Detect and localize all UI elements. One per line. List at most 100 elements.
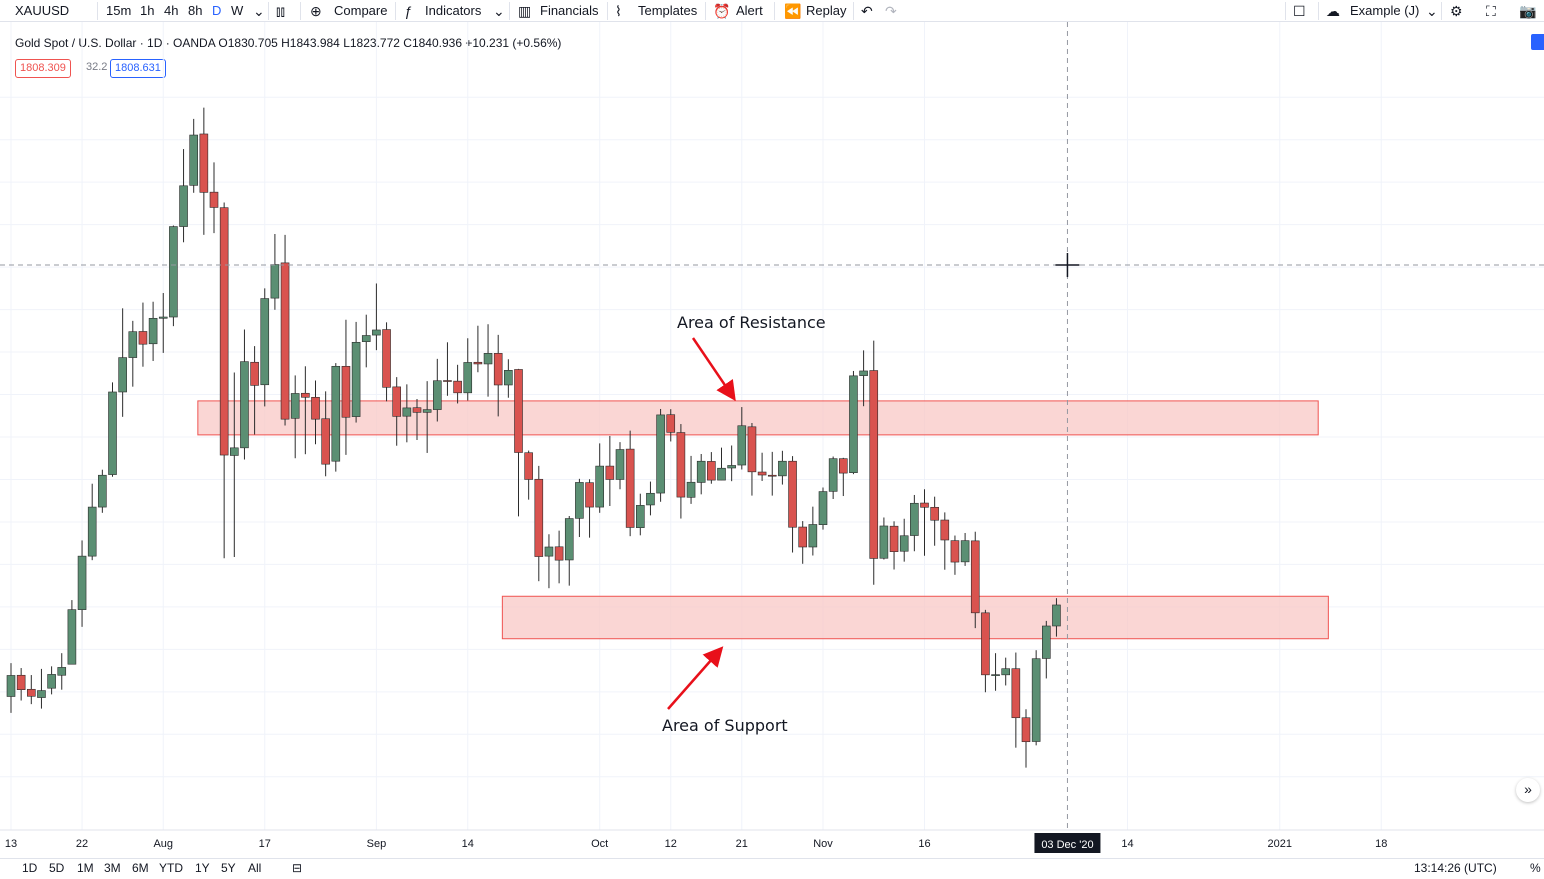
toolbar-divider <box>1285 2 1286 20</box>
range-3m[interactable]: 3M <box>104 861 121 875</box>
redo-icon[interactable]: ↷ <box>885 3 897 19</box>
candle <box>788 456 797 553</box>
templates-button[interactable]: Templates <box>638 3 698 18</box>
candle <box>960 532 970 566</box>
candle-body-down <box>970 540 980 614</box>
candle <box>544 534 554 589</box>
candle-body-up <box>818 491 828 526</box>
candle <box>341 319 351 455</box>
candle-body-down <box>707 461 716 481</box>
candle <box>991 653 1000 691</box>
candle-body-up <box>189 134 198 186</box>
rewind-icon[interactable]: ⏪ <box>784 3 802 19</box>
candle <box>290 375 300 459</box>
candle <box>757 452 767 481</box>
candle-body-up <box>991 674 1000 676</box>
candle-body-up <box>169 226 178 318</box>
candle <box>37 668 46 709</box>
interval-8h[interactable]: 8h <box>188 3 203 18</box>
chevron-down-icon[interactable]: ⌄ <box>1426 3 1438 19</box>
time-axis-label: 12 <box>665 838 677 850</box>
range-6m[interactable]: 6M <box>132 861 149 875</box>
price-chart[interactable]: 03 Dec '20 13 22 Aug 17 Sep 14 Oct 12 21 Nov 16 14 2… <box>0 22 1544 858</box>
alert-button[interactable]: Alert <box>736 3 763 18</box>
candle <box>737 407 747 470</box>
templates-icon[interactable]: ⌇ <box>615 3 622 19</box>
function-icon[interactable]: ƒ <box>404 3 412 19</box>
time-axis-label: Oct <box>591 838 608 850</box>
candle <box>717 447 726 481</box>
financials-icon[interactable]: ▥ <box>518 3 532 19</box>
candle-body-down <box>585 482 594 508</box>
layout-name-button[interactable]: Example (J) <box>1350 3 1420 18</box>
candle-body-up <box>87 506 97 557</box>
candle-body-down <box>930 506 939 521</box>
candle-body-down <box>280 262 290 420</box>
compare-button[interactable]: Compare <box>334 3 388 18</box>
candle <box>798 521 808 564</box>
ohlc-close: C1840.936 <box>403 36 462 50</box>
symbol-search[interactable]: XAUUSD <box>15 3 70 18</box>
range-1m[interactable]: 1M <box>77 861 94 875</box>
toolbar-divider <box>705 2 706 20</box>
price-scale-tag[interactable] <box>1531 34 1544 50</box>
interval-w[interactable]: W <box>231 3 244 18</box>
candle <box>514 368 523 517</box>
financials-button[interactable]: Financials <box>540 3 599 18</box>
candle <box>47 666 56 695</box>
camera-icon[interactable]: 📷 <box>1519 3 1537 19</box>
checkbox-square-icon[interactable]: ☐ <box>1293 3 1306 19</box>
replay-button[interactable]: Replay <box>806 3 847 18</box>
time-axis-label: Sep <box>367 838 387 850</box>
candle <box>128 320 138 387</box>
fullscreen-icon[interactable]: ⛶ <box>1486 3 1496 19</box>
utc-clock[interactable]: 13:14:26 (UTC) <box>1414 861 1497 875</box>
candle <box>250 346 259 435</box>
range-5d[interactable]: 5D <box>49 861 65 875</box>
interval-1h[interactable]: 1h <box>140 3 155 18</box>
interval-d[interactable]: D <box>212 3 222 18</box>
candle-body-up <box>270 264 280 299</box>
candle-body-up <box>463 362 473 394</box>
candle-body-down <box>250 361 259 386</box>
chevron-down-icon[interactable]: ⌄ <box>253 3 265 19</box>
candle-body-up <box>108 391 117 475</box>
candles-icon[interactable]: ⫾⫾ <box>276 3 285 19</box>
candle-body-down <box>392 386 402 417</box>
cloud-icon[interactable]: ☁ <box>1326 3 1340 19</box>
candle-body-up <box>504 370 513 386</box>
candle <box>666 409 676 442</box>
candle-body-up <box>778 460 787 477</box>
candle <box>67 600 77 665</box>
interval-4h[interactable]: 4h <box>164 3 179 18</box>
candle-body-down <box>1011 668 1021 719</box>
candle-body-down <box>798 526 808 548</box>
candle <box>1031 650 1041 746</box>
candle <box>321 391 330 477</box>
scroll-to-realtime-button[interactable]: » <box>1516 778 1540 802</box>
undo-icon[interactable]: ↶ <box>861 3 873 19</box>
range-ytd[interactable]: YTD <box>159 861 183 875</box>
percent-toggle[interactable]: % <box>1530 861 1541 875</box>
chevron-down-icon[interactable]: ⌄ <box>493 3 505 19</box>
gear-icon[interactable]: ⚙ <box>1450 3 1463 19</box>
goto-date-icon[interactable]: ⊟ <box>292 861 303 875</box>
candle <box>818 487 828 530</box>
time-axis-label: 21 <box>736 838 748 850</box>
support-label: Area of Support <box>662 716 788 735</box>
candles-layer <box>6 107 1061 768</box>
range-1y[interactable]: 1Y <box>195 861 210 875</box>
candle <box>351 321 361 423</box>
candle <box>930 496 939 546</box>
plus-circle-icon[interactable]: ⊕ <box>310 3 322 19</box>
range-1d[interactable]: 1D <box>22 861 38 875</box>
bid-price-badge[interactable]: 1808.309 <box>15 59 71 78</box>
range-5y[interactable]: 5Y <box>221 861 236 875</box>
candle <box>1052 598 1061 637</box>
interval-15m[interactable]: 15m <box>106 3 132 18</box>
candle-body-down <box>443 380 452 382</box>
indicators-button[interactable]: Indicators <box>425 3 482 18</box>
alarm-clock-icon[interactable]: ⏰ <box>713 3 731 19</box>
range-all[interactable]: All <box>248 861 262 875</box>
ask-price-badge[interactable]: 1808.631 <box>110 59 166 78</box>
